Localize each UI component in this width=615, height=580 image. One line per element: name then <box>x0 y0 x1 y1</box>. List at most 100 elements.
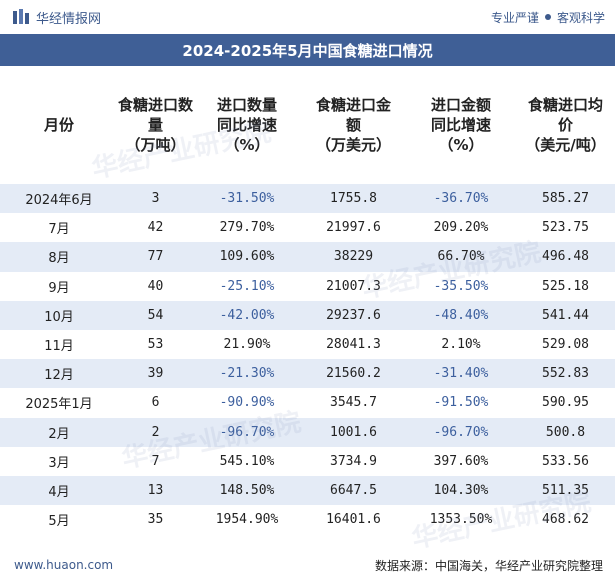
cell-amount-yoy: 397.60% <box>433 453 489 469</box>
table-body: 2024年6月 3 -31.50% 1755.8 -36.70% 585.27 7月 42 27… <box>0 184 615 534</box>
cell-price: 552.83 <box>542 366 589 382</box>
cell-price: 541.44 <box>542 307 589 323</box>
cell-month: 11月 <box>44 339 74 355</box>
table-row: 5月 35 1954.90% 16401.6 1353.50% 468.62 <box>0 505 615 534</box>
table-header: 月份 食糖进口数 量 （万吨） 进口数量 同比增速 （%） 食糖进口金 额 （万… <box>0 66 615 184</box>
cell-quantity-yoy: 109.60% <box>219 249 275 265</box>
cell-quantity: 13 <box>147 482 164 498</box>
cell-amount: 28041.3 <box>326 337 381 353</box>
cell-price: 585.27 <box>542 191 589 207</box>
brand-name: 华经情报网 <box>36 11 102 27</box>
slogan-left: 专业严谨 <box>490 10 539 25</box>
cell-quantity: 2 <box>151 424 160 440</box>
cell-quantity-yoy: -42.00% <box>219 307 275 323</box>
cell-price: 468.62 <box>542 512 589 528</box>
slogan: 专业严谨 客观科学 <box>491 9 605 26</box>
cell-quantity-yoy: -31.50% <box>219 191 275 207</box>
cell-quantity-yoy: 1954.90% <box>215 512 279 528</box>
cell-amount-yoy: 209.20% <box>433 220 489 236</box>
import-table: 月份 食糖进口数 量 （万吨） 进口数量 同比增速 （%） 食糖进口金 额 （万… <box>0 66 615 534</box>
cell-price: 523.75 <box>542 220 589 236</box>
cell-price: 500.8 <box>545 424 586 440</box>
cell-quantity: 42 <box>147 220 164 236</box>
cell-quantity: 53 <box>147 337 164 353</box>
cell-amount: 21997.6 <box>326 220 381 236</box>
cell-amount: 38229 <box>333 249 374 265</box>
cell-month: 10月 <box>44 309 74 325</box>
cell-price: 590.95 <box>542 395 589 411</box>
cell-amount: 21007.3 <box>326 278 381 294</box>
cell-amount-yoy: -31.40% <box>433 366 489 382</box>
cell-amount-yoy: 66.70% <box>437 249 485 265</box>
column-header-quantity: 食糖进口数 量 （万吨） <box>118 96 194 154</box>
table-row: 2025年1月 6 -90.90% 3545.7 -91.50% 590.95 <box>0 388 615 417</box>
cell-price: 511.35 <box>542 482 589 498</box>
cell-amount-yoy: -35.50% <box>433 278 489 294</box>
cell-amount: 29237.6 <box>326 307 381 323</box>
cell-amount-yoy: 2.10% <box>441 337 481 353</box>
cell-price: 496.48 <box>542 249 589 265</box>
column-header-quantity-yoy: 进口数量 同比增速 （%） <box>216 96 277 154</box>
cell-quantity-yoy: 545.10% <box>219 453 275 469</box>
table-row: 9月 40 -25.10% 21007.3 -35.50% 525.18 <box>0 272 615 301</box>
table-row: 2024年6月 3 -31.50% 1755.8 -36.70% 585.27 <box>0 184 615 214</box>
cell-quantity: 54 <box>147 307 164 323</box>
footer-url[interactable]: www.huaon.com <box>14 558 114 572</box>
huajing-logo-icon <box>13 9 29 24</box>
cell-quantity-yoy: -96.70% <box>219 424 275 440</box>
cell-amount: 6647.5 <box>330 482 377 498</box>
cell-month: 9月 <box>48 280 70 296</box>
cell-quantity: 35 <box>147 512 164 528</box>
cell-price: 533.56 <box>542 453 589 469</box>
cell-quantity-yoy: 21.90% <box>223 337 271 353</box>
cell-amount-yoy: 1353.50% <box>429 512 493 528</box>
table-row: 10月 54 -42.00% 29237.6 -48.40% 541.44 <box>0 300 615 330</box>
table-row: 2月 2 -96.70% 1001.6 -96.70% 500.8 <box>0 417 615 447</box>
cell-month: 3月 <box>48 455 70 471</box>
cell-quantity: 7 <box>151 453 160 469</box>
column-header-amount: 食糖进口金 额 （万美元） <box>315 96 391 154</box>
table-row: 3月 7 545.10% 3734.9 397.60% 533.56 <box>0 447 615 476</box>
cell-amount: 1001.6 <box>330 424 377 440</box>
cell-price: 529.08 <box>542 337 589 353</box>
footer: www.huaon.com 数据来源：中国海关，华经产业研究院整理 <box>0 550 615 580</box>
cell-amount-yoy: -91.50% <box>433 395 489 411</box>
cell-amount: 16401.6 <box>326 512 381 528</box>
brand[interactable]: 华经情报网 <box>12 8 101 27</box>
top-bar: 华经情报网 专业严谨 客观科学 <box>0 0 615 34</box>
table-row: 11月 53 21.90% 28041.3 2.10% 529.08 <box>0 330 615 359</box>
cell-amount: 21560.2 <box>326 366 381 382</box>
cell-quantity: 77 <box>147 249 164 265</box>
cell-quantity-yoy: -21.30% <box>219 366 275 382</box>
table-row: 12月 39 -21.30% 21560.2 -31.40% 552.83 <box>0 359 615 389</box>
cell-month: 2025年1月 <box>25 397 93 413</box>
cell-month: 12月 <box>44 368 74 384</box>
table-row: 8月 77 109.60% 38229 66.70% 496.48 <box>0 242 615 272</box>
column-header-amount-yoy: 进口金额 同比增速 （%） <box>430 96 491 154</box>
footer-source: 数据来源：中国海关，华经产业研究院整理 <box>374 558 603 573</box>
cell-amount-yoy: -48.40% <box>433 307 489 323</box>
cell-month: 5月 <box>48 514 70 530</box>
cell-quantity-yoy: -90.90% <box>219 395 275 411</box>
cell-quantity: 6 <box>151 395 160 411</box>
table-title: 2024-2025年5月中国食糖进口情况 <box>0 34 615 66</box>
cell-month: 7月 <box>48 222 70 238</box>
cell-quantity-yoy: -25.10% <box>219 278 275 294</box>
cell-quantity: 39 <box>147 366 164 382</box>
cell-month: 2月 <box>48 426 70 442</box>
cell-amount: 3734.9 <box>330 453 377 469</box>
cell-month: 2024年6月 <box>25 193 93 209</box>
slogan-right: 客观科学 <box>556 10 605 25</box>
cell-amount: 3545.7 <box>330 395 377 411</box>
table-row: 7月 42 279.70% 21997.6 209.20% 523.75 <box>0 213 615 242</box>
cell-price: 525.18 <box>542 278 589 294</box>
cell-amount: 1755.8 <box>330 191 377 207</box>
cell-quantity: 40 <box>147 278 164 294</box>
cell-amount-yoy: 104.30% <box>433 482 489 498</box>
table-row: 4月 13 148.50% 6647.5 104.30% 511.35 <box>0 475 615 506</box>
cell-amount-yoy: -96.70% <box>433 424 489 440</box>
column-header-price: 食糖进口均 价 （美元/吨） <box>525 96 606 154</box>
cell-month: 8月 <box>48 251 70 267</box>
cell-quantity-yoy: 279.70% <box>219 220 275 236</box>
cell-amount-yoy: -36.70% <box>433 191 489 207</box>
